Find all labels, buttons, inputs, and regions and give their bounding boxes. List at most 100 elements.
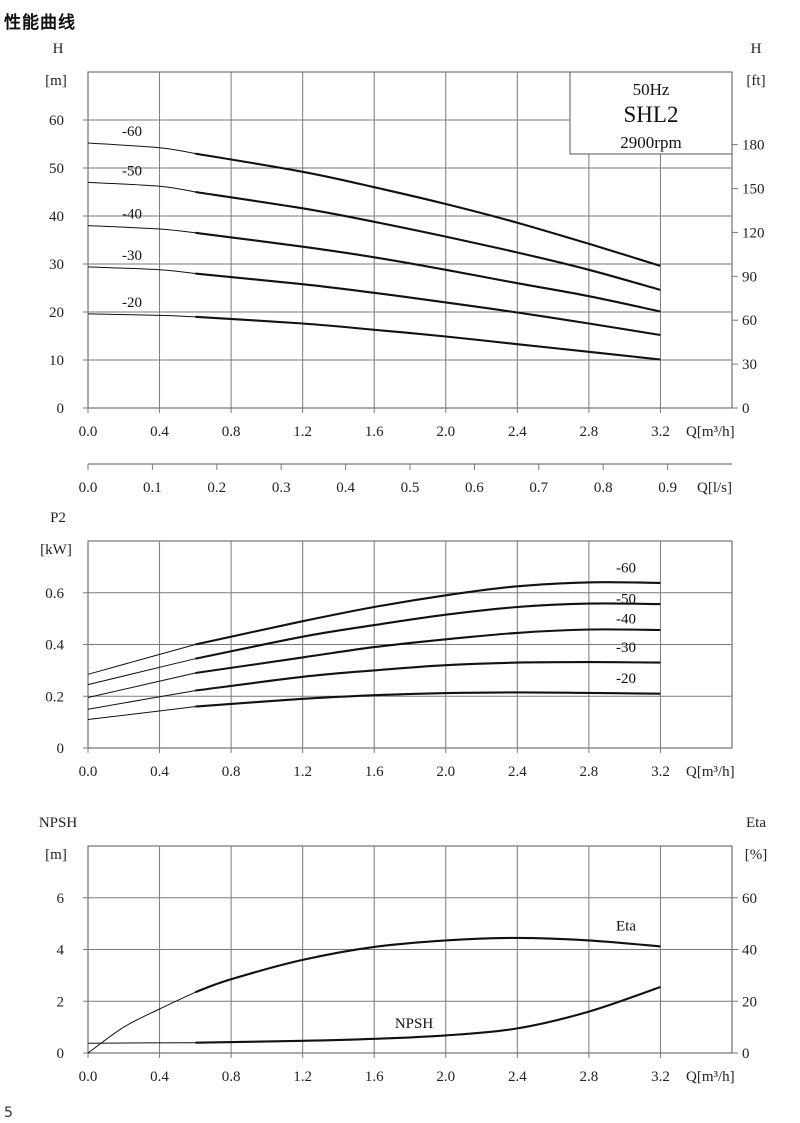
series-line--20-start [87,313,196,318]
x-tick-label: 1.6 [365,764,384,780]
x-tick-label: 0.8 [222,424,241,440]
plot-frame [87,71,733,409]
chart-head: 0.0 0.4 0.8 1.2 1.6 2.0 2.4 2.8 3.2 Q[m³/h] 0 10 20 3… [45,41,765,496]
series-label: -40 [616,611,636,627]
y-axis-label-left: H [53,41,64,57]
series-line--40-start [87,225,196,234]
y-axis-unit-left: [m] [45,847,67,863]
series-label: -60 [616,560,636,576]
secondary-x-tick-label: 0.1 [143,480,162,496]
y-tick-label: 0.4 [45,638,64,654]
y-axis-unit-left: [kW] [40,542,72,558]
secondary-x-tick-label: 0.5 [401,480,420,496]
series-line--20 [195,315,661,361]
y-tick-label: 4 [57,943,65,959]
series-line-Eta [194,936,661,994]
x-tick-label: 0.0 [79,424,98,440]
series-line--30 [195,661,661,692]
series-line--60 [195,152,661,267]
y-tick-label: 0 [57,1046,65,1062]
x-tick-label: 0.4 [150,424,169,440]
x-axis-label: Q[m³/h] [686,1069,735,1085]
x-tick-label: 1.6 [365,424,384,440]
series-line--50 [195,190,661,291]
x-tick-label: 2.4 [508,764,527,780]
x-tick-label: 1.2 [293,1069,312,1085]
series-label: Eta [616,918,636,934]
series-label: -50 [122,163,142,179]
info-box [569,71,733,155]
series-label: NPSH [395,1016,434,1032]
y-tick-label: 0 [57,401,65,417]
series-label: -20 [122,295,142,311]
series-line--40 [195,628,661,675]
secondary-x-tick-label: 0.4 [336,480,355,496]
y-tick-label: 0.2 [45,689,64,705]
y-axis-unit-left: [m] [45,73,67,89]
x-tick-label: 1.2 [293,764,312,780]
y-tick-label-right: 60 [742,891,757,907]
secondary-x-axis-label: Q[l/s] [697,480,732,496]
series-line--50-start [87,658,196,686]
x-tick-label: 0.0 [79,764,98,780]
series-line--50 [195,602,661,660]
x-axis-label: Q[m³/h] [686,424,735,440]
y-tick-label: 6 [57,891,65,907]
y-tick-label-right: 0 [742,1046,750,1062]
x-tick-label: 2.8 [580,1069,599,1085]
y-axis-unit-right: [%] [745,847,768,863]
x-tick-label: 1.2 [293,424,312,440]
y-tick-label: 40 [49,209,64,225]
secondary-x-tick-label: 0.2 [207,480,226,496]
x-tick-label: 3.2 [651,1069,670,1085]
y-tick-label-right: 180 [742,138,765,154]
series-line-NPSH [195,986,661,1044]
x-tick-label: 0.8 [222,1069,241,1085]
y-axis-label-left: NPSH [39,815,78,831]
y-tick-label-right: 60 [742,313,757,329]
x-tick-label: 2.0 [436,764,455,780]
y-tick-label: 60 [49,113,64,129]
y-tick-label-right: 40 [742,943,757,959]
x-tick-label: 0.4 [150,764,169,780]
x-tick-label: 1.6 [365,1069,384,1085]
y-tick-label-right: 30 [742,357,757,373]
secondary-x-tick-label: 0.6 [465,480,484,496]
series-label: -60 [122,124,142,140]
chart-power: 0.0 0.4 0.8 1.2 1.6 2.0 2.4 2.8 3.2 Q[m³/h] 0 0.2 0.… [40,510,734,780]
x-tick-label: 0.8 [222,764,241,780]
series-line--60-start [87,142,196,155]
x-tick-label: 2.0 [436,1069,455,1085]
y-tick-label: 20 [49,305,64,321]
series-label: -30 [616,640,636,656]
series-line--20-start [87,706,196,720]
secondary-x-tick-label: 0.8 [594,480,613,496]
series-line--50-start [87,181,196,193]
page-number: 5 [4,1105,13,1121]
x-tick-label: 0.4 [150,1069,169,1085]
x-tick-label: 0.0 [79,1069,98,1085]
series-line-Eta-start [87,991,196,1054]
info-model: SHL2 [624,102,679,127]
series-label: -50 [616,592,636,608]
series-line--60 [195,581,661,646]
info-speed: 2900rpm [620,133,681,152]
page-title: 性能曲线 [4,13,76,33]
x-tick-label: 2.0 [436,424,455,440]
series-line--30-start [87,690,196,710]
x-tick-label: 3.2 [651,424,670,440]
secondary-x-tick-label: 0.7 [529,480,548,496]
secondary-x-tick-label: 0.0 [79,480,98,496]
series-label: -20 [616,671,636,687]
y-tick-label: 10 [49,353,64,369]
y-tick-label: 2 [57,994,65,1010]
y-tick-label: 0 [57,741,65,757]
y-tick-label-right: 0 [742,401,750,417]
y-tick-label-right: 150 [742,182,765,198]
x-tick-label: 2.8 [580,764,599,780]
series-line--60-start [87,644,196,675]
x-tick-label: 2.4 [508,424,527,440]
series-line--20 [195,691,661,708]
info-frequency: 50Hz [633,80,670,99]
